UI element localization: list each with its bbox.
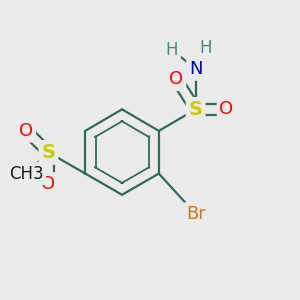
Text: N: N [189, 60, 202, 78]
Text: S: S [41, 143, 56, 162]
Text: CH3: CH3 [9, 165, 44, 183]
Text: H: H [200, 39, 212, 57]
Text: H: H [166, 41, 178, 59]
Text: O: O [220, 100, 234, 118]
Text: O: O [169, 70, 184, 88]
Text: O: O [41, 175, 56, 193]
Text: O: O [19, 122, 33, 140]
Text: Br: Br [186, 205, 206, 223]
Text: S: S [189, 100, 202, 119]
